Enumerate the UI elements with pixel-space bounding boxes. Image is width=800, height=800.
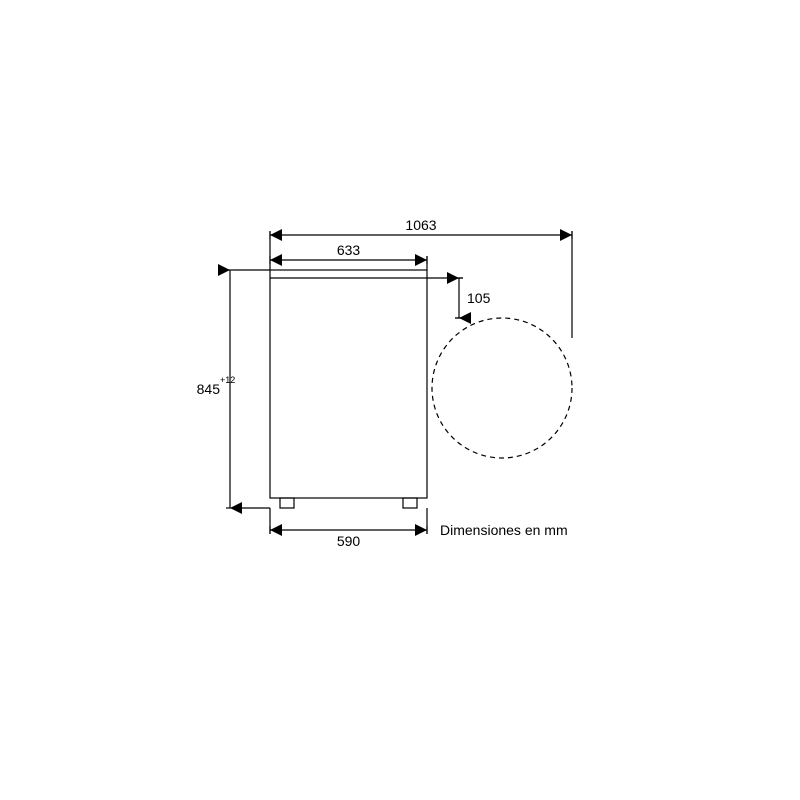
foot-left [280,498,294,508]
dim-height-tolerance: +12 [220,375,235,385]
dim-door-gap-value: 105 [467,290,491,306]
dim-height-value: 845 [197,381,221,397]
foot-right [403,498,417,508]
caption: Dimensiones en mm [440,522,568,538]
dim-overall-width-value: 1063 [405,217,436,233]
dim-depth-value: 633 [337,242,361,258]
dim-base-width-value: 590 [337,533,361,549]
appliance-body [270,270,427,498]
door-swing-circle [432,318,572,458]
